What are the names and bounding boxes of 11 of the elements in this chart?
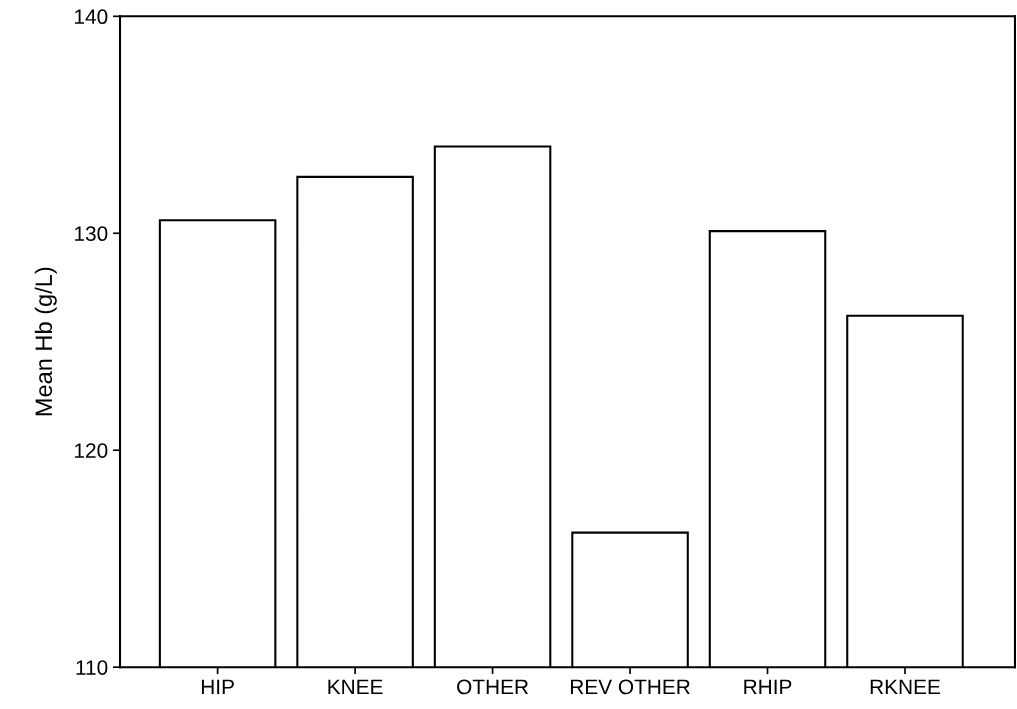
x-tick-label: HIP [201, 679, 234, 695]
x-tick-label: RHIP [744, 679, 792, 695]
x-tick-label: KNEE [328, 679, 383, 695]
x-tick-label: RKNEE [870, 679, 940, 695]
x-tick-label: OTHER [457, 679, 529, 695]
y-axis-title: Mean Hb (g/L) [34, 267, 57, 416]
y-tick-label: 140 [75, 9, 108, 25]
y-tick-label: 120 [75, 443, 108, 458]
y-tick-label: 130 [75, 226, 108, 242]
y-tick-label: 110 [76, 660, 108, 675]
x-tick-label: REV OTHER [570, 679, 690, 695]
